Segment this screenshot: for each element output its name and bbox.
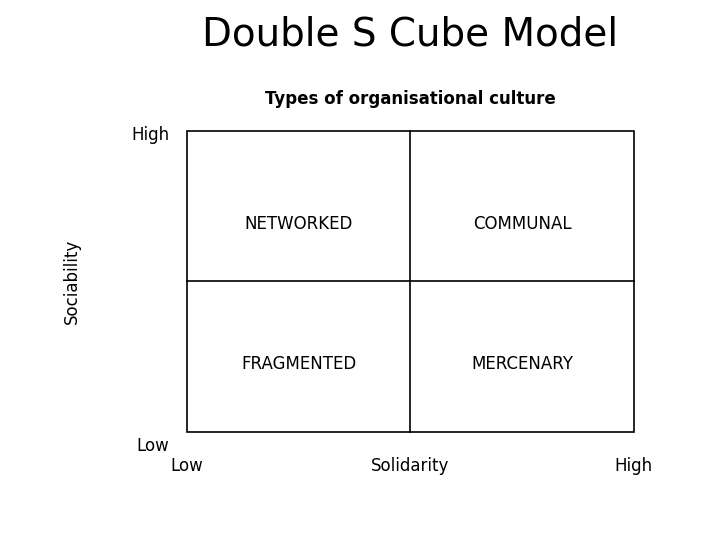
Text: NETWORKED: NETWORKED bbox=[245, 215, 353, 233]
Text: Low: Low bbox=[171, 457, 204, 475]
Text: Types of organisational culture: Types of organisational culture bbox=[265, 90, 556, 109]
Text: High: High bbox=[615, 457, 652, 475]
Bar bbox=[187, 131, 634, 432]
Text: MERCENARY: MERCENARY bbox=[471, 355, 573, 373]
Text: COMMUNAL: COMMUNAL bbox=[473, 215, 571, 233]
Text: Sociability: Sociability bbox=[63, 239, 81, 324]
Text: Solidarity: Solidarity bbox=[372, 457, 449, 475]
Text: Low: Low bbox=[137, 437, 169, 455]
Text: College of Management and Technology: College of Management and Technology bbox=[204, 514, 516, 528]
Text: High: High bbox=[131, 126, 169, 144]
Text: FRAGMENTED: FRAGMENTED bbox=[241, 355, 356, 373]
Text: Double S Cube Model: Double S Cube Model bbox=[202, 15, 618, 53]
